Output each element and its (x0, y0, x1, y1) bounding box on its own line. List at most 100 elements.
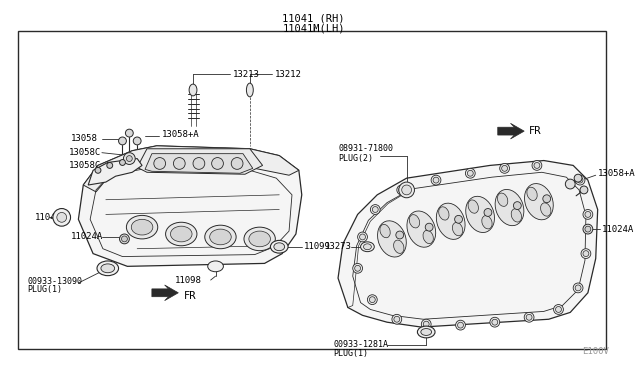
Ellipse shape (249, 231, 271, 247)
Circle shape (95, 167, 101, 173)
Circle shape (367, 295, 377, 305)
Circle shape (573, 283, 583, 293)
Polygon shape (498, 123, 524, 139)
Ellipse shape (511, 209, 522, 222)
Circle shape (423, 321, 429, 327)
Circle shape (173, 158, 185, 169)
Ellipse shape (468, 200, 479, 213)
Circle shape (500, 163, 509, 173)
Ellipse shape (205, 225, 236, 249)
Text: 11041M(LH): 11041M(LH) (282, 23, 345, 33)
Text: FR: FR (529, 126, 541, 136)
Ellipse shape (131, 219, 153, 235)
Text: 13058+A: 13058+A (162, 129, 199, 139)
Circle shape (526, 314, 532, 320)
Ellipse shape (380, 224, 390, 238)
Text: 13212: 13212 (275, 70, 302, 79)
Polygon shape (152, 285, 179, 301)
Polygon shape (338, 161, 598, 327)
Circle shape (484, 209, 492, 217)
Circle shape (394, 316, 400, 322)
Polygon shape (145, 154, 253, 173)
Text: FR: FR (184, 291, 196, 301)
Ellipse shape (438, 207, 449, 220)
Ellipse shape (101, 264, 115, 273)
Circle shape (133, 137, 141, 145)
Circle shape (456, 320, 465, 330)
Circle shape (574, 174, 582, 182)
Circle shape (532, 161, 542, 170)
Circle shape (433, 177, 439, 183)
Circle shape (399, 182, 415, 198)
Circle shape (399, 187, 404, 193)
Polygon shape (83, 146, 299, 192)
Ellipse shape (271, 240, 288, 253)
Circle shape (577, 177, 583, 183)
Circle shape (124, 153, 135, 164)
Circle shape (53, 209, 70, 226)
Circle shape (513, 202, 521, 209)
Circle shape (120, 160, 125, 166)
Circle shape (585, 211, 591, 217)
Ellipse shape (126, 215, 157, 239)
Ellipse shape (525, 183, 553, 220)
Text: E100V: E100V (582, 347, 609, 356)
Ellipse shape (246, 83, 253, 97)
Text: 13058: 13058 (70, 134, 97, 144)
Circle shape (490, 317, 500, 327)
Circle shape (492, 319, 498, 325)
Circle shape (212, 158, 223, 169)
Text: 13058+A: 13058+A (598, 169, 636, 178)
Circle shape (353, 263, 362, 273)
Text: 08931-71800: 08931-71800 (338, 144, 393, 153)
Ellipse shape (364, 244, 371, 250)
Circle shape (358, 232, 367, 242)
Ellipse shape (189, 84, 197, 96)
Circle shape (465, 169, 476, 178)
Circle shape (392, 314, 402, 324)
Ellipse shape (360, 242, 374, 251)
Text: 11024A: 11024A (602, 225, 634, 234)
Ellipse shape (410, 215, 420, 228)
Ellipse shape (97, 261, 118, 276)
Ellipse shape (421, 328, 431, 336)
Ellipse shape (166, 222, 197, 246)
Circle shape (585, 226, 591, 232)
Bar (18, 31, 605, 349)
Ellipse shape (378, 221, 406, 257)
Ellipse shape (527, 187, 537, 201)
Circle shape (583, 251, 589, 257)
Circle shape (231, 158, 243, 169)
Circle shape (467, 170, 473, 176)
Circle shape (425, 223, 433, 231)
Polygon shape (88, 158, 142, 185)
Text: PLUG(1): PLUG(1) (333, 349, 368, 358)
Circle shape (126, 155, 132, 161)
Circle shape (154, 158, 166, 169)
Circle shape (554, 305, 563, 314)
Circle shape (107, 163, 113, 169)
Circle shape (583, 224, 593, 234)
Circle shape (431, 175, 441, 185)
Text: 11048B: 11048B (35, 213, 68, 222)
Circle shape (454, 215, 463, 223)
Text: 00933-13090: 00933-13090 (28, 276, 83, 286)
Circle shape (575, 175, 585, 185)
Circle shape (524, 312, 534, 322)
Ellipse shape (541, 203, 551, 216)
Circle shape (125, 129, 133, 137)
Circle shape (402, 185, 412, 195)
Circle shape (369, 297, 375, 302)
Circle shape (534, 163, 540, 169)
Text: PLUG(2): PLUG(2) (338, 154, 373, 163)
Ellipse shape (244, 227, 275, 251)
Circle shape (371, 205, 380, 214)
Ellipse shape (495, 189, 524, 226)
Circle shape (397, 185, 406, 195)
Circle shape (193, 158, 205, 169)
Ellipse shape (423, 230, 433, 244)
Text: 11098: 11098 (175, 276, 202, 285)
Text: 11041 (RH): 11041 (RH) (282, 13, 345, 23)
Ellipse shape (210, 229, 231, 245)
Ellipse shape (497, 193, 508, 206)
